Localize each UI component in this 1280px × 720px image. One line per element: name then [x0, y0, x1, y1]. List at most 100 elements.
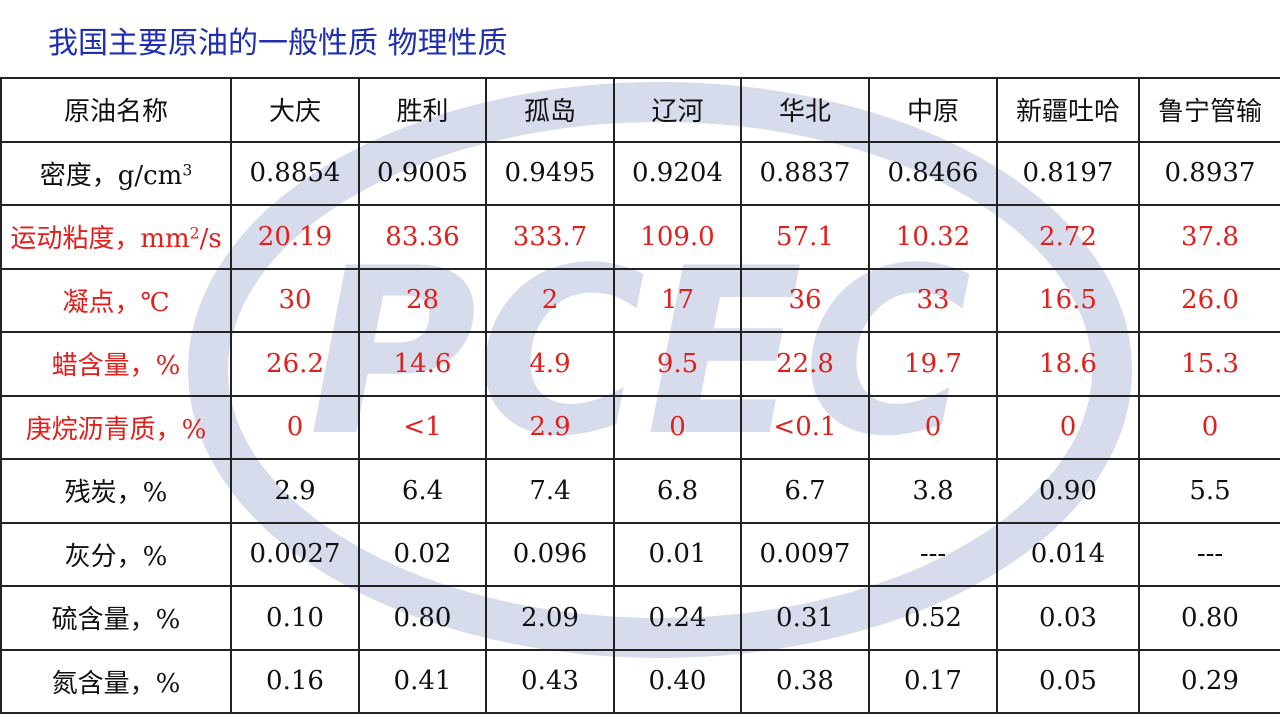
- table-row: 氮含量，% 0.16 0.41 0.43 0.40 0.38 0.17 0.05 0.29: [0, 648, 1280, 714]
- table-cell: 0: [996, 394, 1140, 460]
- table-cell: 6.8: [613, 458, 742, 524]
- table-cell: 0: [1138, 394, 1280, 460]
- table-cell: 0.17: [868, 648, 998, 714]
- row-label: 灰分，%: [0, 521, 232, 587]
- column-header-oil: 新疆吐哈: [996, 77, 1140, 143]
- table-cell: 0.05: [996, 648, 1140, 714]
- table-cell: 9.5: [613, 331, 742, 397]
- row-label: 庚烷沥青质，%: [0, 394, 232, 460]
- table-cell: 30: [230, 267, 360, 333]
- table-cell: 26.0: [1138, 267, 1280, 333]
- column-header-oil: 孤岛: [485, 77, 615, 143]
- row-label-text: 庚烷沥青质，%: [25, 414, 207, 445]
- column-header-oil: 辽河: [613, 77, 742, 143]
- table-cell: 0: [230, 394, 360, 460]
- row-label: 硫含量，%: [0, 585, 232, 651]
- page-title: 我国主要原油的一般性质 物理性质: [48, 26, 508, 61]
- table-cell: 0: [613, 394, 742, 460]
- table-cell: 7.4: [485, 458, 615, 524]
- table-cell: 2: [485, 267, 615, 333]
- row-label: 残炭，%: [0, 458, 232, 524]
- table-cell: 83.36: [358, 204, 487, 270]
- row-label-superscript: 2: [189, 224, 200, 243]
- table-cell: 0.0027: [230, 521, 360, 587]
- table-cell: 0.02: [358, 521, 487, 587]
- table-cell: 19.7: [868, 331, 998, 397]
- table-row: 残炭，% 2.9 6.4 7.4 6.8 6.7 3.8 0.90 5.5: [0, 458, 1280, 524]
- table-cell: 6.4: [358, 458, 487, 524]
- table-cell: 2.9: [230, 458, 360, 524]
- row-label-text: 运动粘度，mm: [10, 224, 190, 255]
- table-row: 蜡含量，% 26.2 14.6 4.9 9.5 22.8 19.7 18.6 15.3: [0, 331, 1280, 397]
- table-cell: 0.41: [358, 648, 487, 714]
- column-header-oil: 鲁宁管输: [1138, 77, 1280, 143]
- table-cell: 0.0097: [740, 521, 870, 587]
- row-label: 密度，g/cm3: [0, 140, 232, 206]
- table-cell: 16.5: [996, 267, 1140, 333]
- table-cell: 28: [358, 267, 487, 333]
- row-label: 蜡含量，%: [0, 331, 232, 397]
- table-cell: 0.096: [485, 521, 615, 587]
- table-cell: 22.8: [740, 331, 870, 397]
- table-row: 灰分，% 0.0027 0.02 0.096 0.01 0.0097 --- 0.014 ---: [0, 521, 1280, 587]
- row-label: 凝点，℃: [0, 267, 232, 333]
- row-label-superscript: 3: [182, 161, 193, 180]
- table-cell: 20.19: [230, 204, 360, 270]
- header-row: 原油名称 大庆 胜利 孤岛 辽河 华北 中原 新疆吐哈 鲁宁管输: [0, 77, 1280, 143]
- table-cell: 0.43: [485, 648, 615, 714]
- table-cell: 2.9: [485, 394, 615, 460]
- table-cell: 0.52: [868, 585, 998, 651]
- table-row: 硫含量，% 0.10 0.80 2.09 0.24 0.31 0.52 0.03 0.80: [0, 585, 1280, 651]
- table-cell: 0.80: [358, 585, 487, 651]
- table-cell: 4.9: [485, 331, 615, 397]
- table-row: 凝点，℃ 30 28 2 17 36 33 16.5 26.0: [0, 267, 1280, 333]
- table-cell: 0.8466: [868, 140, 998, 206]
- row-label-text: 硫含量，%: [51, 605, 181, 636]
- table-cell: 14.6: [358, 331, 487, 397]
- row-label-text: 凝点，℃: [62, 287, 170, 318]
- table-cell: 2.09: [485, 585, 615, 651]
- table-cell: 109.0: [613, 204, 742, 270]
- table-cell: 2.72: [996, 204, 1140, 270]
- table-row: 运动粘度，mm2/s 20.19 83.36 333.7 109.0 57.1 10.32 2…: [0, 204, 1280, 270]
- table-cell: 0.10: [230, 585, 360, 651]
- table-cell: 3.8: [868, 458, 998, 524]
- table-cell: ---: [1138, 521, 1280, 587]
- table-cell: <1: [358, 394, 487, 460]
- table-cell: 17: [613, 267, 742, 333]
- table-cell: 0.9204: [613, 140, 742, 206]
- table-cell: 10.32: [868, 204, 998, 270]
- table-cell: 0.8937: [1138, 140, 1280, 206]
- table-cell: 0: [868, 394, 998, 460]
- column-header-name: 原油名称: [0, 77, 232, 143]
- table-cell: 33: [868, 267, 998, 333]
- column-header-oil: 胜利: [358, 77, 487, 143]
- row-label-text: 灰分，%: [64, 541, 168, 572]
- table-cell: 0.9495: [485, 140, 615, 206]
- table-cell: 0.03: [996, 585, 1140, 651]
- table-cell: 0.80: [1138, 585, 1280, 651]
- table-cell: 15.3: [1138, 331, 1280, 397]
- table-cell: 0.014: [996, 521, 1140, 587]
- row-label: 运动粘度，mm2/s: [0, 204, 232, 270]
- table-cell: 0.40: [613, 648, 742, 714]
- table-cell: 0.8197: [996, 140, 1140, 206]
- row-label-text: 蜡含量，%: [51, 351, 181, 382]
- column-header-oil: 中原: [868, 77, 998, 143]
- table-cell: 5.5: [1138, 458, 1280, 524]
- column-header-oil: 华北: [740, 77, 870, 143]
- table-cell: 0.16: [230, 648, 360, 714]
- table-row: 密度，g/cm3 0.8854 0.9005 0.9495 0.9204 0.8837 0.…: [0, 140, 1280, 206]
- table-cell: <0.1: [740, 394, 870, 460]
- row-label-text: 氮含量，%: [51, 668, 181, 699]
- column-header-oil: 大庆: [230, 77, 360, 143]
- table-cell: 0.8837: [740, 140, 870, 206]
- table-cell: 18.6: [996, 331, 1140, 397]
- crude-oil-properties-table: 原油名称 大庆 胜利 孤岛 辽河 华北 中原 新疆吐哈 鲁宁管输 密度，g/cm3 0.8854 0…: [0, 77, 1280, 714]
- table-cell: 37.8: [1138, 204, 1280, 270]
- table-cell: 0.90: [996, 458, 1140, 524]
- row-label-text: 密度，g/cm: [39, 160, 183, 191]
- table-cell: 333.7: [485, 204, 615, 270]
- table-cell: 0.9005: [358, 140, 487, 206]
- table-cell: 0.8854: [230, 140, 360, 206]
